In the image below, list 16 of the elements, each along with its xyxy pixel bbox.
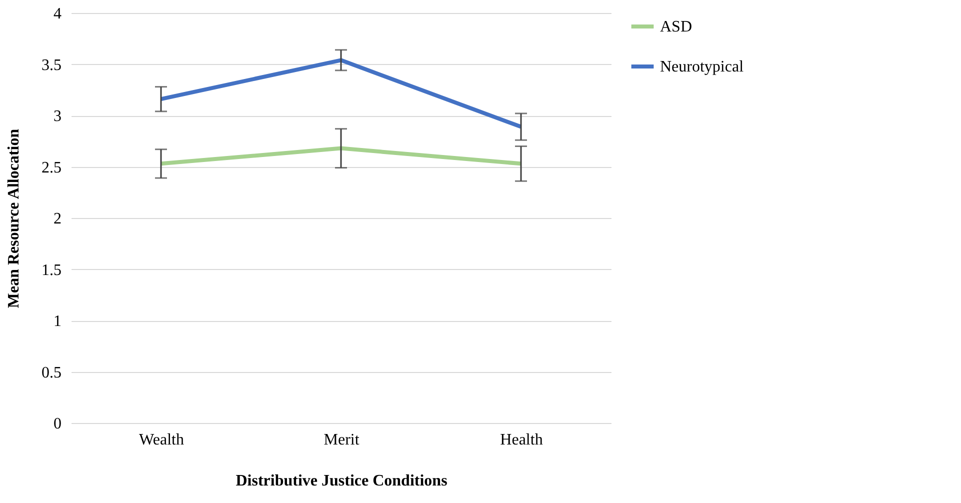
y-tick-label: 1.5: [42, 262, 62, 279]
y-tick-label: 2.5: [42, 159, 62, 176]
y-tick-label: 3: [54, 108, 62, 125]
y-axis-title: Mean Resource Allocation: [6, 128, 22, 308]
x-axis-title: Distributive Justice Conditions: [236, 472, 448, 490]
x-tick-label: Health: [500, 432, 543, 448]
y-tick-label: 2: [54, 210, 62, 228]
x-tick-label: Wealth: [139, 432, 184, 448]
y-tick-label: 1: [54, 313, 62, 330]
legend-label: Neurotypical: [660, 58, 744, 76]
y-tick-label: 0.5: [42, 364, 62, 382]
y-tick-label: 3.5: [42, 56, 62, 74]
y-tick-label: 0: [54, 416, 62, 432]
y-tick-label: 4: [54, 6, 62, 22]
x-tick-label: Merit: [324, 432, 360, 448]
legend-label: ASD: [660, 18, 692, 36]
